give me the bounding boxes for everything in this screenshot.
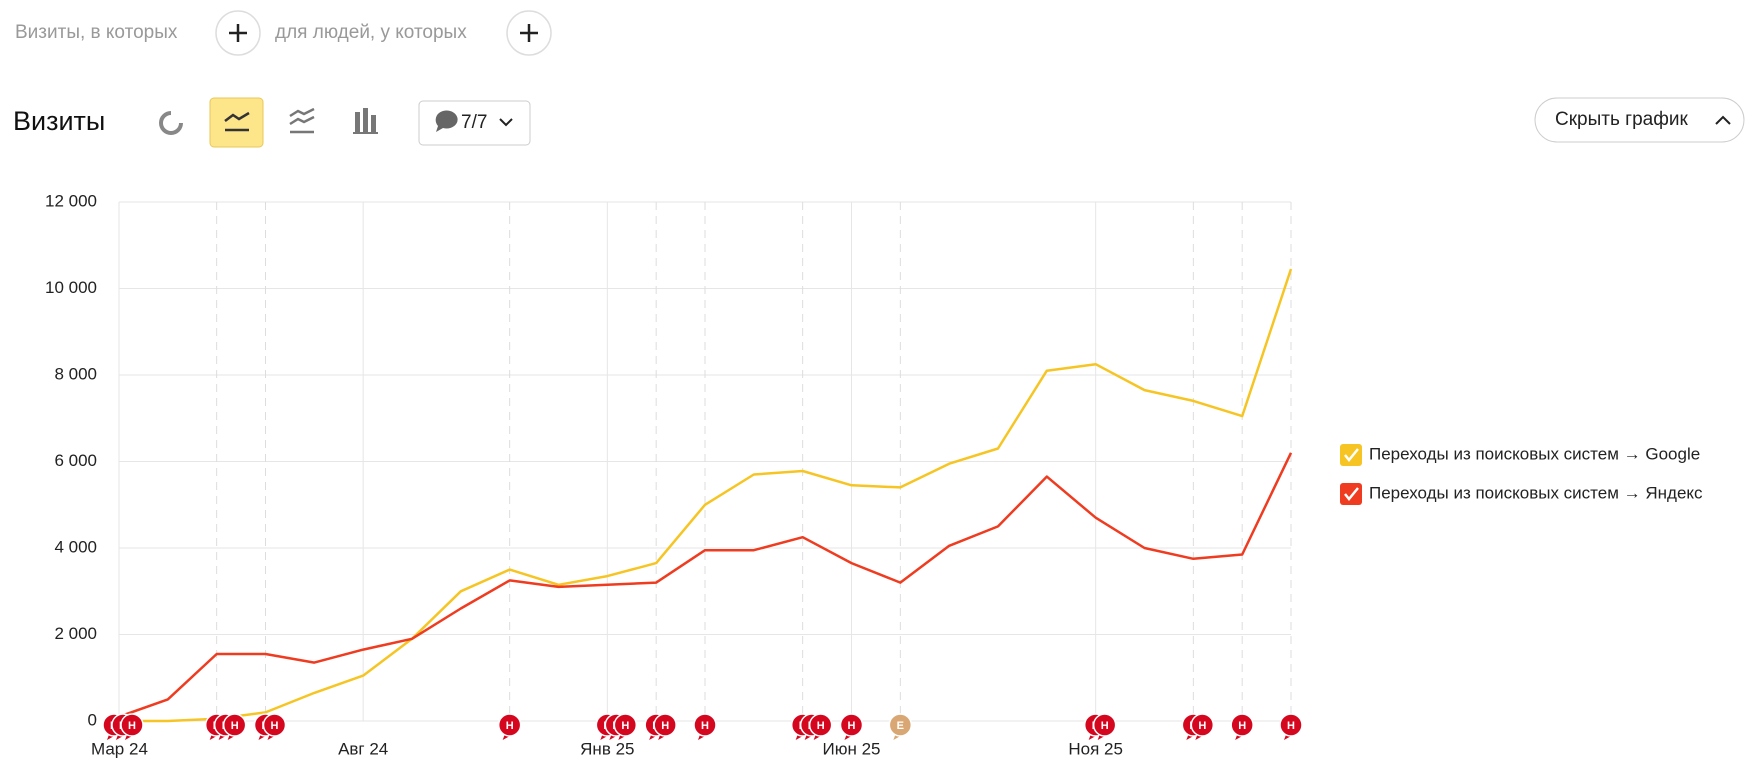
- annotation-marker[interactable]: Н: [613, 713, 638, 740]
- annotation-bubble: [613, 713, 638, 737]
- hide-chart-label: Скрыть график: [1555, 109, 1688, 130]
- legend-item[interactable]: Переходы из поисковых систем → Google: [1340, 444, 1700, 466]
- legend-check: [1344, 448, 1359, 462]
- annotation-marker[interactable]: Н: [653, 713, 677, 740]
- annotation-bubble: [653, 713, 677, 737]
- annotation-label: Н: [1238, 720, 1246, 732]
- annotation-label: Н: [1287, 720, 1295, 732]
- x-tick-label: Авг 24: [338, 739, 388, 758]
- bar-chart-button[interactable]: [353, 108, 378, 134]
- annotation-marker[interactable]: Н: [497, 713, 522, 740]
- y-tick-label: 8 000: [54, 364, 97, 383]
- annotations-dropdown[interactable]: 7/7: [418, 100, 531, 146]
- annotations-count: 7/7: [461, 112, 487, 133]
- annotation-bubble: [1230, 713, 1254, 737]
- y-tick-label: 2 000: [54, 624, 97, 643]
- legend-label: Переходы из поисковых систем → Google: [1369, 444, 1700, 463]
- y-tick-label: 12 000: [45, 191, 97, 210]
- y-tick-label: 10 000: [45, 278, 97, 297]
- annotation-label: Н: [128, 720, 136, 732]
- annotation-label: Е: [897, 720, 904, 732]
- series-line: [118, 452, 1293, 718]
- annotation-label: Н: [1101, 720, 1109, 732]
- annotation-marker[interactable]: Н: [839, 713, 864, 740]
- annotation-label: Н: [817, 720, 825, 732]
- annotation-bubble: [1092, 713, 1117, 737]
- annotation-label: Н: [701, 720, 709, 732]
- annotation-marker[interactable]: Н: [262, 713, 287, 740]
- annotation-label: Н: [271, 720, 279, 732]
- x-tick-label: Янв 25: [580, 739, 634, 758]
- x-tick-label: Июн 25: [823, 739, 881, 758]
- annotation-label: Н: [506, 720, 514, 732]
- y-tick-label: 4 000: [54, 537, 97, 556]
- legend-item[interactable]: Переходы из поисковых систем → Яндекс: [1340, 483, 1703, 505]
- annotation-bubble: [839, 713, 864, 737]
- annotation-bubble: [222, 713, 247, 737]
- annotation-bubble: [888, 713, 913, 737]
- annotation-marker[interactable]: Н: [808, 713, 833, 740]
- annotation-label: Н: [621, 720, 629, 732]
- annotation-marker[interactable]: Н: [1092, 713, 1117, 740]
- legend-checkbox: [1340, 444, 1362, 466]
- filter-people-label: для людей, у которых: [275, 22, 467, 43]
- annotation-bubble: [120, 713, 144, 737]
- annotation-label: Н: [848, 720, 856, 732]
- legend-check: [1344, 487, 1359, 501]
- chart: 0 2 000 4 000 6 000 8 000 10 000 12 000 Мар 24 А…: [45, 191, 1703, 758]
- x-tick-label: Ноя 25: [1068, 739, 1123, 758]
- y-tick-label: 6 000: [54, 451, 97, 470]
- section-title: Визиты: [13, 106, 105, 136]
- annotation-marker[interactable]: Н: [120, 713, 144, 740]
- area-chart-button[interactable]: [289, 107, 315, 134]
- add-visit-filter[interactable]: [215, 10, 261, 56]
- annotation-marker[interactable]: Н: [1190, 713, 1215, 740]
- annotation-bubble: [1190, 713, 1215, 737]
- legend-label: Переходы из поисковых систем → Яндекс: [1369, 483, 1703, 502]
- filter-visits-label: Визиты, в которых: [15, 22, 178, 43]
- annotation-label: Н: [661, 720, 669, 732]
- annotation-bubble: [497, 713, 522, 737]
- pie-chart-button[interactable]: [159, 110, 184, 135]
- line-chart-button[interactable]: [209, 97, 264, 148]
- annotation-marker[interactable]: Е: [888, 713, 913, 740]
- annotation-marker[interactable]: Н: [222, 713, 247, 740]
- legend-checkbox: [1340, 483, 1362, 505]
- annotation-marker[interactable]: Н: [693, 713, 717, 740]
- series-line: [119, 268, 1293, 723]
- add-people-filter[interactable]: [506, 10, 552, 56]
- annotation-bubble: [262, 713, 287, 737]
- annotation-marker[interactable]: Н: [1279, 713, 1303, 740]
- y-tick-label: 0: [88, 710, 97, 729]
- annotation-bubble: [693, 713, 717, 737]
- annotation-marker[interactable]: Н: [1230, 713, 1254, 740]
- annotation-bubble: [1279, 713, 1303, 737]
- annotation-label: Н: [1198, 720, 1206, 732]
- annotation-label: Н: [231, 720, 239, 732]
- hide-chart-button[interactable]: Скрыть график: [1534, 97, 1745, 143]
- x-tick-label: Мар 24: [91, 739, 148, 758]
- annotation-bubble: [808, 713, 833, 737]
